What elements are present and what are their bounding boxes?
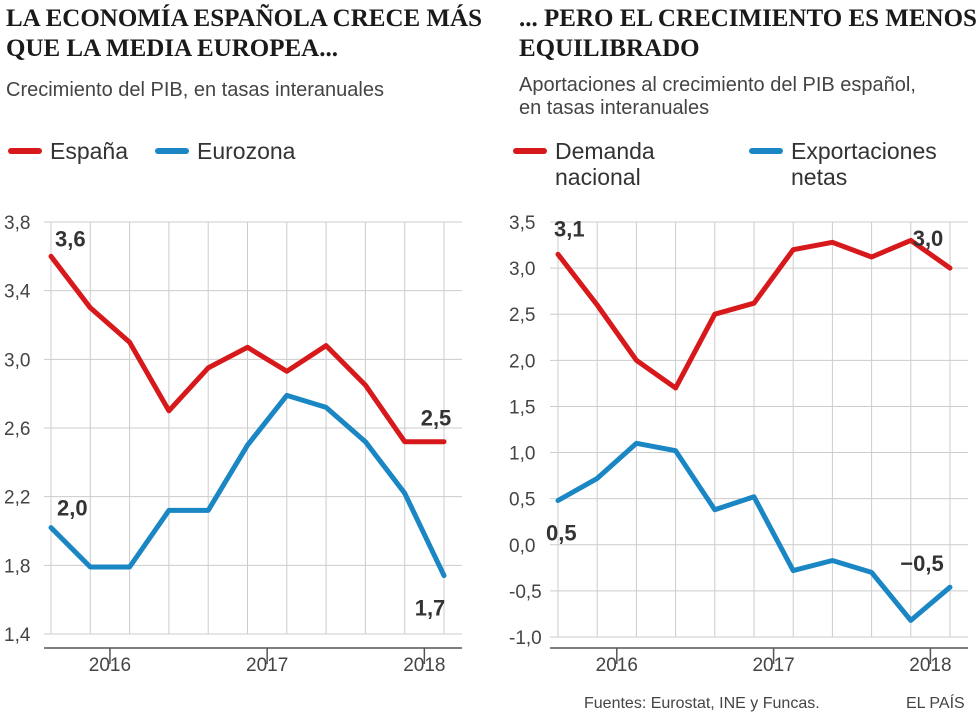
legend-label-espana: España <box>50 138 129 164</box>
y-tick-label: 1,0 <box>509 444 535 465</box>
left-chart-title: LA ECONOMÍA ESPAÑOLA CRECE MÁS QUE LA ME… <box>6 5 482 62</box>
data-label: 3,1 <box>554 216 585 241</box>
series-line-exportaciones-netas <box>555 440 953 623</box>
brand-logo: EL PAÍS <box>906 695 965 712</box>
x-tick-label: 2016 <box>89 655 131 676</box>
legend-swatch-espana <box>8 148 42 154</box>
legend-swatch-eurozona <box>155 148 189 154</box>
y-tick-label: 0,0 <box>509 536 535 557</box>
y-tick-label: 3,0 <box>4 350 30 371</box>
y-tick-label: 0,5 <box>509 490 535 511</box>
y-tick-label: -1,0 <box>509 628 542 649</box>
y-tick-label: 1,5 <box>509 397 535 418</box>
y-tick-label: 1,4 <box>4 625 31 646</box>
sources-note: Fuentes: Eurostat, INE y Funcas. <box>584 695 820 712</box>
left-chart: 3,8 3,4 3,0 2,6 2,2 1,8 1,4 2016 2017 2018 3,6 2,5 2… <box>4 213 462 676</box>
data-label: 1,7 <box>415 596 446 621</box>
y-tick-label: 2,6 <box>4 419 30 440</box>
y-tick-label: 2,5 <box>509 305 535 326</box>
series-line-eurozona <box>48 392 447 579</box>
right-chart-subtitle: Aportaciones al crecimiento del PIB espa… <box>519 74 916 119</box>
data-label: 2,5 <box>421 406 452 431</box>
x-tick-label: 2018 <box>909 655 951 676</box>
y-tick-label: 3,8 <box>4 213 30 234</box>
right-chart-title: ... PERO EL CRECIMIENTO ES MENOS EQUILIB… <box>519 5 977 62</box>
y-tick-label: 3,0 <box>509 259 535 280</box>
legend-swatch-exportaciones-netas <box>749 148 783 154</box>
legend-swatch-demanda-nacional <box>513 148 547 154</box>
data-label: 3,0 <box>913 226 944 251</box>
data-label: −0,5 <box>900 551 943 576</box>
right-chart: 3,5 3,0 2,5 2,0 1,5 1,0 0,5 0,0 -0,5 -1,0 2016 2017… <box>509 213 968 676</box>
y-tick-label: -0,5 <box>509 582 542 603</box>
legend-item-demanda-nacional: Demanda nacional <box>513 138 655 190</box>
x-tick-label: 2018 <box>403 655 445 676</box>
legend-label-exportaciones-netas: Exportaciones netas <box>791 138 937 190</box>
legend-item-exportaciones-netas: Exportaciones netas <box>749 138 937 190</box>
x-tick-label: 2017 <box>246 655 288 676</box>
data-label: 0,5 <box>546 521 577 546</box>
x-tick-label: 2016 <box>596 655 638 676</box>
legend-label-eurozona: Eurozona <box>197 138 296 164</box>
y-tick-label: 3,5 <box>509 213 535 234</box>
y-tick-label: 2,2 <box>4 488 30 509</box>
y-tick-label: 3,4 <box>4 282 31 303</box>
data-label: 3,6 <box>55 226 86 251</box>
legend-item-eurozona: Eurozona <box>155 138 295 164</box>
data-label: 2,0 <box>57 496 88 521</box>
series-line-españa <box>48 253 447 445</box>
y-tick-label: 2,0 <box>509 351 535 372</box>
x-tick-label: 2017 <box>752 655 794 676</box>
left-chart-subtitle: Crecimiento del PIB, en tasas interanual… <box>6 79 384 101</box>
series-line-demanda-nacional <box>555 237 953 391</box>
legend-label-demanda-nacional: Demanda nacional <box>555 138 655 190</box>
y-tick-label: 1,8 <box>4 556 30 577</box>
legend-item-espana: España <box>8 138 128 164</box>
